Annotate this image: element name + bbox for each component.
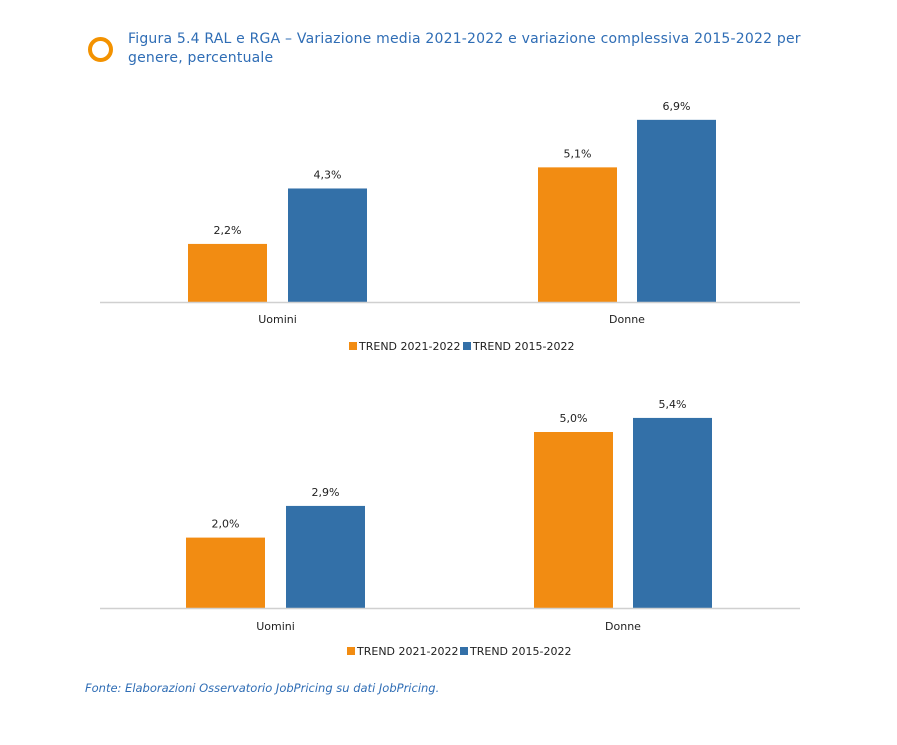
legend-swatch (347, 647, 355, 655)
x-tick-label: Donne (609, 313, 645, 326)
bar-uomini-trend-2021-2022 (186, 537, 265, 608)
bar-donne-trend-2015-2022 (637, 119, 716, 302)
bar-donne-trend-2015-2022 (633, 417, 712, 608)
bar-uomini-trend-2021-2022 (188, 243, 267, 302)
figure-title: Figura 5.4 RAL e RGA – Variazione media … (128, 31, 801, 66)
data-label: 5,4% (659, 398, 687, 411)
bar-donne-trend-2021-2022 (534, 432, 613, 608)
legend-swatch (460, 647, 468, 655)
legend-entry: TREND 2015-2022 (469, 645, 571, 658)
data-label: 4,3% (314, 168, 342, 181)
bar-uomini-trend-2015-2022 (286, 505, 365, 608)
data-label: 2,9% (312, 486, 340, 499)
legend-entry: TREND 2021-2022 (358, 340, 460, 353)
legend-entry: TREND 2015-2022 (472, 340, 574, 353)
circle-bullet-icon (88, 37, 113, 62)
legend-swatch (349, 342, 357, 350)
bar-uomini-trend-2015-2022 (288, 188, 367, 302)
data-label: 5,1% (564, 147, 592, 160)
data-label: 2,0% (212, 518, 240, 531)
legend-entry: TREND 2021-2022 (356, 645, 458, 658)
data-label: 6,9% (663, 100, 691, 113)
legend-swatch (463, 342, 471, 350)
source-note: Fonte: Elaborazioni Osservatorio JobPric… (85, 681, 440, 695)
data-label: 2,2% (214, 224, 242, 237)
bar-donne-trend-2021-2022 (538, 167, 617, 302)
x-tick-label: Uomini (256, 620, 295, 633)
x-tick-label: Uomini (258, 313, 297, 326)
data-label: 5,0% (560, 412, 588, 425)
x-tick-label: Donne (605, 620, 641, 633)
